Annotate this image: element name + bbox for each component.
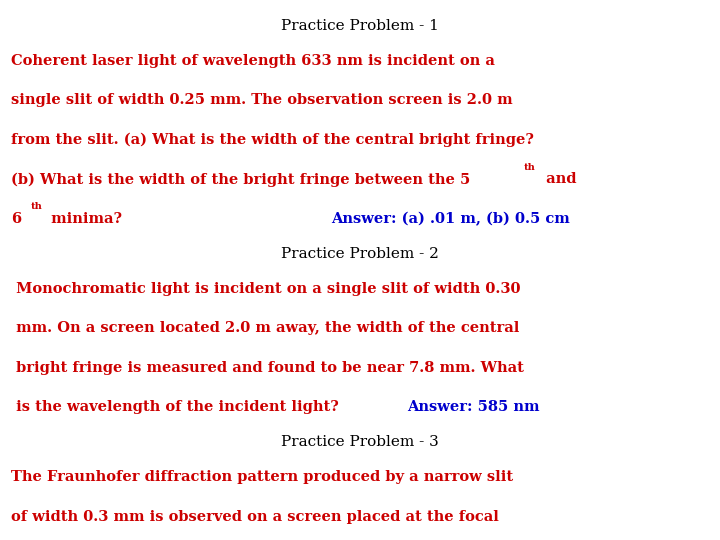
Text: Answer: 585 nm: Answer: 585 nm: [407, 400, 539, 414]
Text: mm. On a screen located 2.0 m away, the width of the central: mm. On a screen located 2.0 m away, the …: [11, 321, 519, 335]
Text: 6: 6: [11, 212, 21, 226]
Text: th: th: [30, 202, 42, 211]
Text: Practice Problem - 3: Practice Problem - 3: [281, 435, 439, 449]
Text: bright fringe is measured and found to be near 7.8 mm. What: bright fringe is measured and found to b…: [11, 361, 523, 375]
Text: (b) What is the width of the bright fringe between the 5: (b) What is the width of the bright frin…: [11, 172, 470, 187]
Text: and: and: [541, 172, 577, 186]
Text: minima?: minima?: [46, 212, 122, 226]
Text: Answer: (a) .01 m, (b) 0.5 cm: Answer: (a) .01 m, (b) 0.5 cm: [331, 212, 570, 226]
Text: th: th: [524, 163, 536, 172]
Text: single slit of width 0.25 mm. The observation screen is 2.0 m: single slit of width 0.25 mm. The observ…: [11, 93, 513, 107]
Text: Coherent laser light of wavelength 633 nm is incident on a: Coherent laser light of wavelength 633 n…: [11, 54, 495, 68]
Text: Monochromatic light is incident on a single slit of width 0.30: Monochromatic light is incident on a sin…: [11, 282, 521, 296]
Text: Practice Problem - 1: Practice Problem - 1: [281, 19, 439, 33]
Text: The Fraunhofer diffraction pattern produced by a narrow slit: The Fraunhofer diffraction pattern produ…: [11, 470, 513, 484]
Text: of width 0.3 mm is observed on a screen placed at the focal: of width 0.3 mm is observed on a screen …: [11, 510, 499, 524]
Text: from the slit. (a) What is the width of the central bright fringe?: from the slit. (a) What is the width of …: [11, 133, 534, 147]
Text: is the wavelength of the incident light?: is the wavelength of the incident light?: [11, 400, 338, 414]
Text: Practice Problem - 2: Practice Problem - 2: [281, 247, 439, 261]
